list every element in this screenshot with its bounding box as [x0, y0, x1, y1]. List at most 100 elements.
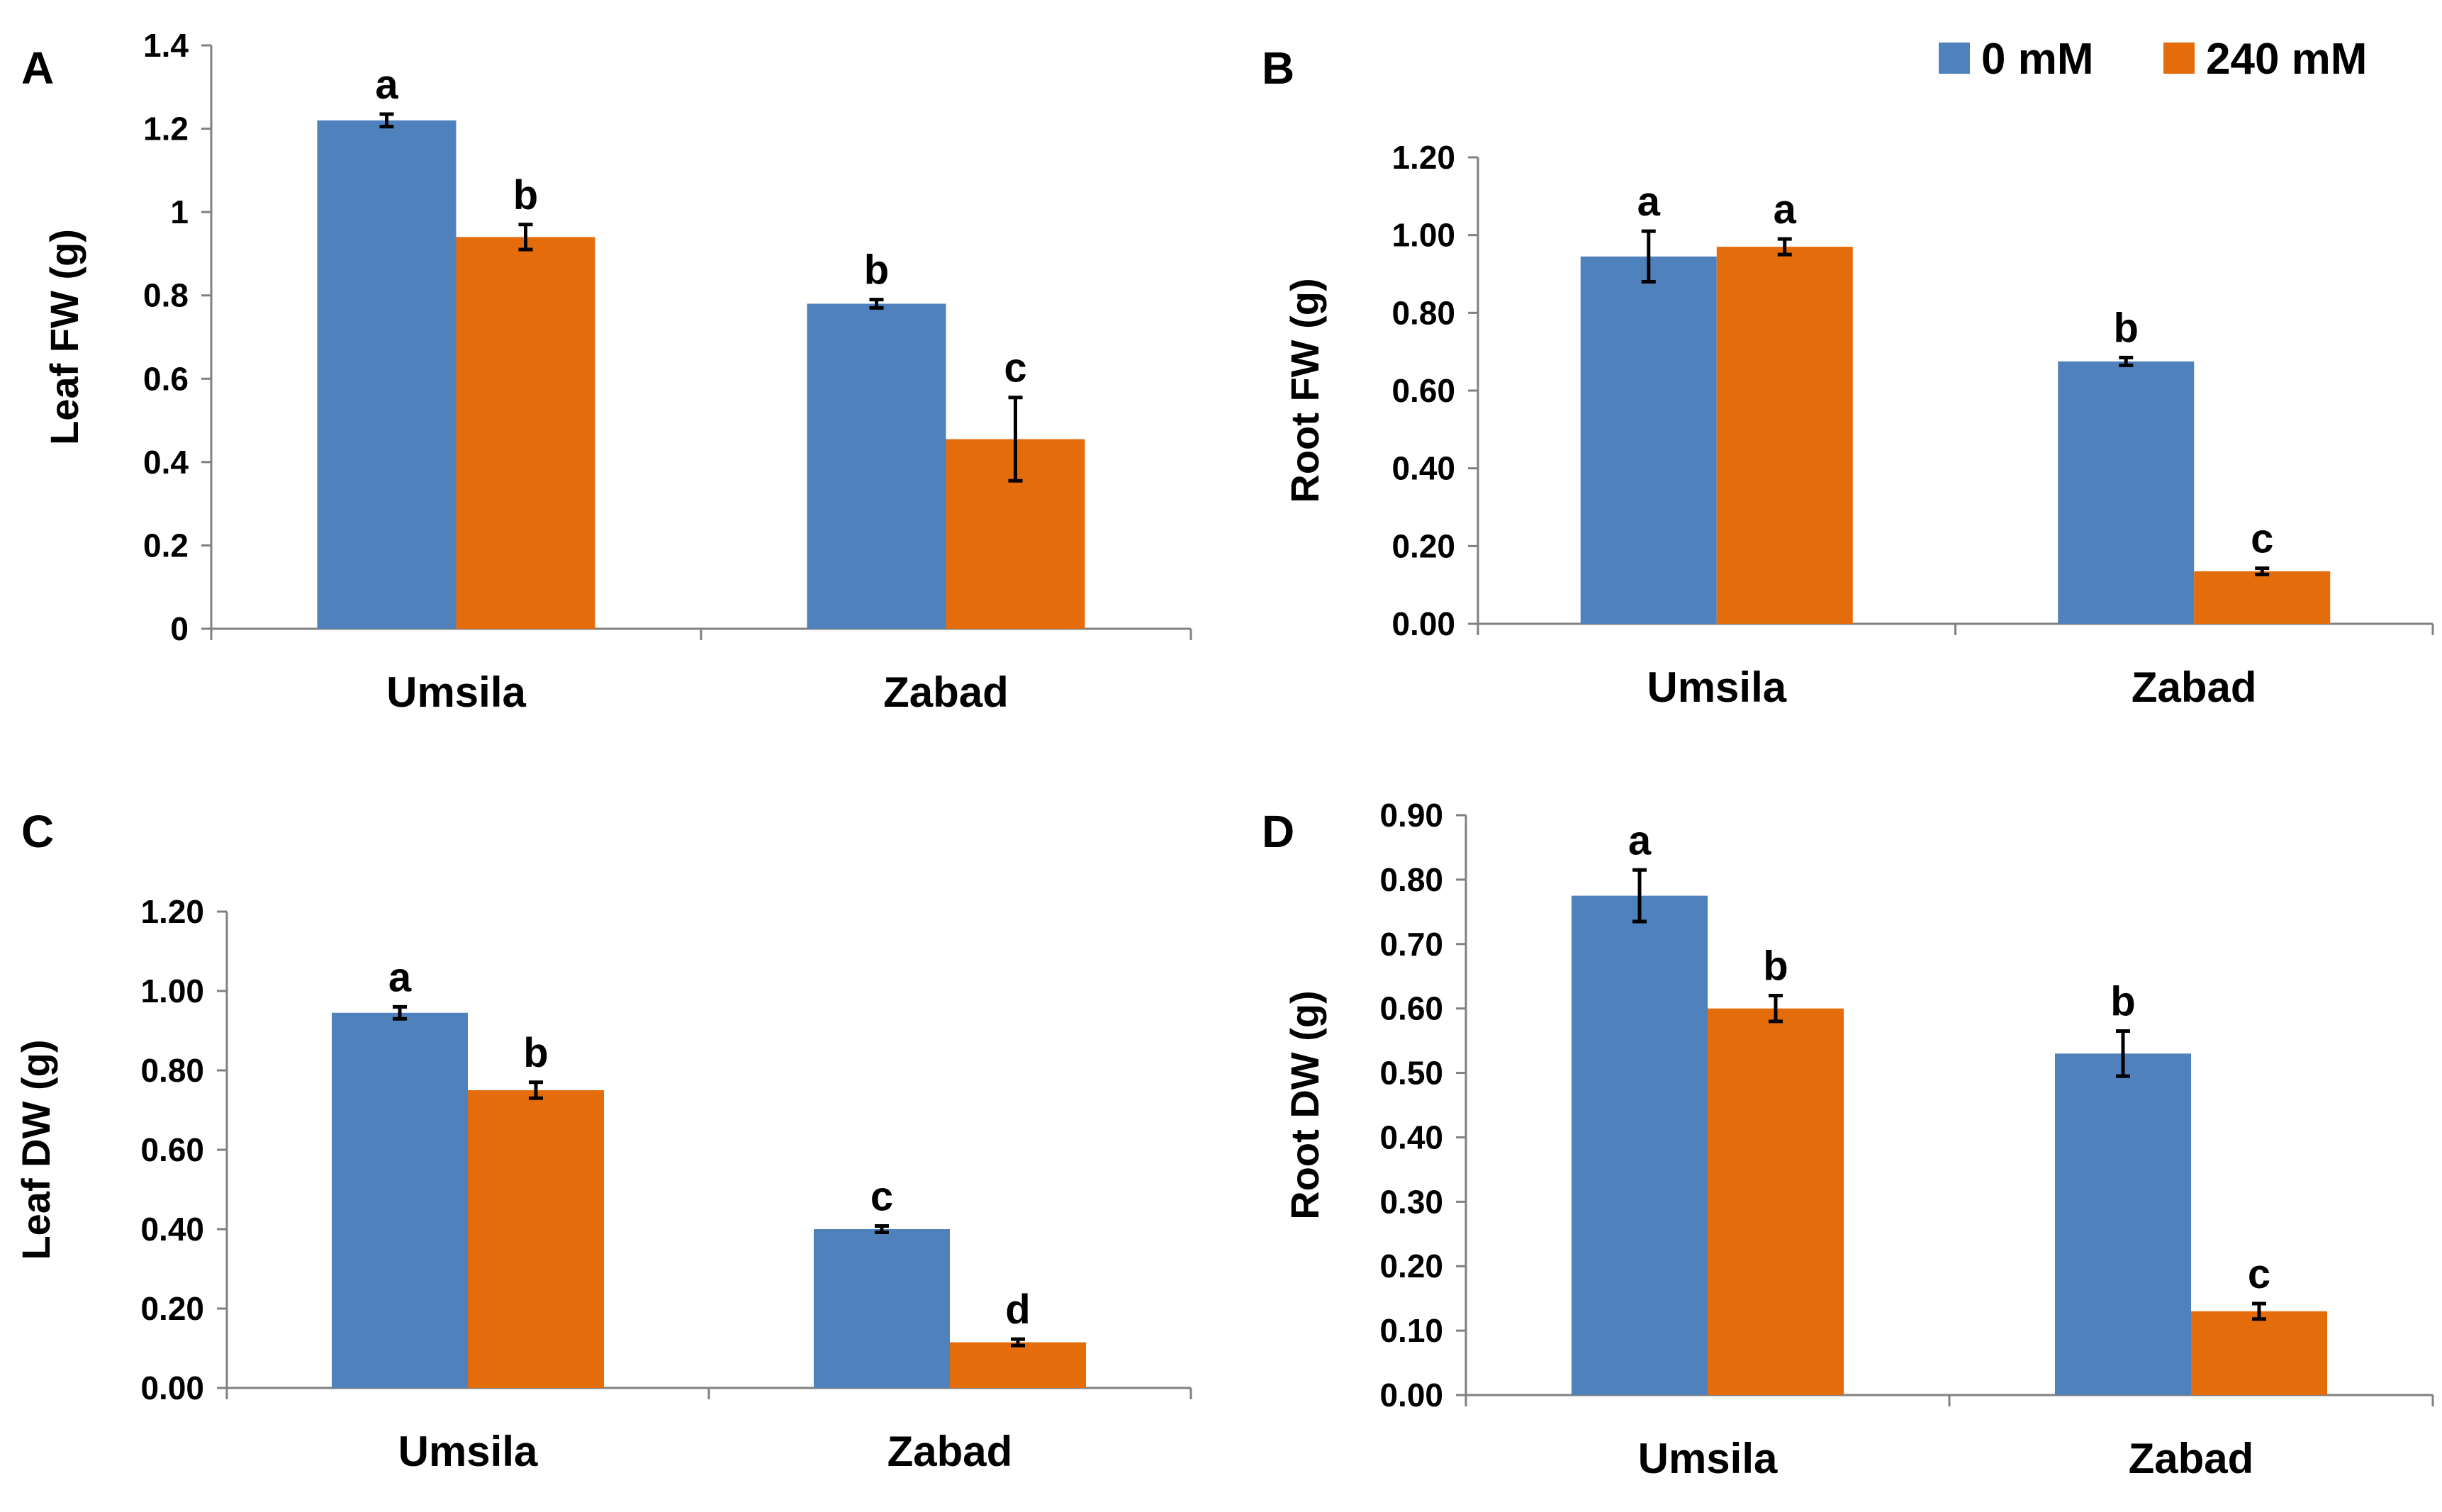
bar-d-zabad-control — [2055, 1053, 2191, 1395]
error-bar-b-zabad-control — [2119, 355, 2134, 367]
category-label-a-umsila: Umsila — [386, 668, 526, 716]
y-tick-label-a: 1.2 — [143, 111, 189, 147]
panel-letter-d: D — [1262, 806, 1294, 857]
legend: 0 mM 240 mM — [1939, 35, 2367, 84]
sig-label-d-zabad-control: b — [2110, 978, 2135, 1024]
panel-d-root-dw: D Root DW (g) 0.00 0.10 0.20 0.30 0.40 0.50 0.60… — [1262, 797, 2434, 1482]
sig-label-b-zabad-control: b — [2114, 305, 2139, 351]
sig-label-d-zabad-salt: c — [2248, 1251, 2270, 1297]
bar-c-umsila-salt — [468, 1090, 604, 1388]
y-tick-label-d: 0.90 — [1379, 797, 1443, 834]
legend-swatch-control — [1939, 43, 1970, 74]
bar-b-umsila-control — [1580, 256, 1717, 624]
y-tick-label-c: 0.00 — [140, 1370, 204, 1406]
y-tick-label-b: 0.40 — [1391, 450, 1455, 487]
y-tick-label-d: 0.40 — [1379, 1119, 1443, 1155]
sig-label-d-umsila-control: a — [1628, 817, 1652, 863]
panel-c-leaf-dw: C Leaf DW (g) 0.00 0.20 0.40 0.60 0.80 1.00 1.20… — [13, 806, 1192, 1475]
y-tick-label-d: 0.50 — [1379, 1055, 1443, 1092]
bar-d-zabad-salt — [2191, 1311, 2327, 1395]
sig-label-a-zabad-control: b — [864, 247, 889, 293]
sig-label-a-umsila-control: a — [375, 62, 398, 108]
y-tick-label-d: 0.70 — [1379, 926, 1443, 963]
y-tick-label-b: 0.00 — [1391, 605, 1455, 642]
error-bar-b-umsila-salt — [1777, 237, 1792, 257]
category-label-c-zabad: Zabad — [887, 1428, 1013, 1475]
category-label-c-umsila: Umsila — [398, 1428, 538, 1475]
category-label-d-zabad: Zabad — [2129, 1435, 2254, 1482]
error-bar-d-umsila-salt — [1769, 993, 1783, 1024]
y-tick-label-b: 0.20 — [1391, 527, 1455, 564]
legend-label-salt: 240 mM — [2206, 35, 2367, 84]
category-label-a-zabad: Zabad — [883, 668, 1009, 716]
category-label-d-umsila: Umsila — [1638, 1435, 1778, 1482]
bar-c-zabad-salt — [950, 1342, 1086, 1388]
error-bar-a-zabad-salt — [1008, 396, 1023, 483]
sig-label-b-umsila-control: a — [1637, 179, 1661, 225]
bar-b-zabad-salt — [2194, 571, 2331, 624]
y-tick-label-c: 0.80 — [140, 1052, 204, 1089]
sig-label-a-zabad-salt: c — [1004, 345, 1026, 391]
panel-b-root-fw: B Root FW (g) 0.00 0.20 0.40 0.60 0.80 1.00 1.20… — [1262, 43, 2434, 711]
error-bar-c-zabad-control — [875, 1224, 889, 1234]
panel-letter-a: A — [21, 43, 54, 94]
sig-label-c-umsila-control: a — [388, 954, 412, 1000]
y-tick-label-d: 0.00 — [1379, 1377, 1443, 1413]
error-bar-c-umsila-control — [393, 1004, 407, 1021]
bar-b-umsila-salt — [1716, 247, 1853, 624]
y-axis-title-c: Leaf DW (g) — [13, 1039, 58, 1260]
legend-label-control: 0 mM — [1981, 35, 2093, 84]
y-tick-label-b: 0.80 — [1391, 294, 1455, 331]
sig-label-c-umsila-salt: b — [523, 1030, 548, 1076]
y-tick-label-a: 0.4 — [143, 444, 189, 481]
bar-c-umsila-control — [332, 1012, 468, 1388]
y-axis-title-d: Root DW (g) — [1282, 990, 1327, 1219]
error-bar-a-zabad-control — [869, 298, 884, 310]
y-tick-label-c: 0.20 — [140, 1290, 204, 1327]
sig-label-a-umsila-salt: b — [513, 172, 538, 218]
panel-letter-c: C — [21, 806, 54, 857]
bar-d-umsila-control — [1572, 895, 1708, 1395]
y-tick-label-a: 0 — [170, 610, 189, 647]
bar-a-umsila-salt — [456, 237, 595, 629]
sig-label-c-zabad-control: c — [870, 1174, 893, 1220]
error-bar-b-umsila-control — [1641, 229, 1656, 284]
category-label-b-umsila: Umsila — [1647, 663, 1786, 711]
y-axis-title-a: Leaf FW (g) — [42, 229, 86, 445]
y-tick-label-b: 1.20 — [1391, 139, 1455, 176]
bar-c-zabad-control — [814, 1229, 950, 1388]
error-bar-d-umsila-control — [1632, 868, 1647, 924]
y-tick-label-a: 0.8 — [143, 277, 189, 314]
y-axis-title-b: Root FW (g) — [1282, 278, 1327, 503]
error-bar-d-zabad-salt — [2252, 1301, 2266, 1321]
y-tick-label-d: 0.20 — [1379, 1248, 1443, 1284]
y-tick-label-d: 0.30 — [1379, 1183, 1443, 1220]
y-tick-label-b: 1.00 — [1391, 217, 1455, 254]
y-tick-label-d: 0.10 — [1379, 1312, 1443, 1349]
panel-a-leaf-fw: A Leaf FW (g) 0 0.2 0.4 0.6 0.8 1 1.2 1.4 Umsila a b… — [21, 27, 1192, 716]
y-tick-label-a: 1 — [170, 194, 189, 230]
y-tick-label-a: 1.4 — [143, 27, 189, 64]
sig-label-b-umsila-salt: a — [1774, 186, 1797, 233]
y-tick-label-c: 0.40 — [140, 1211, 204, 1248]
sig-label-c-zabad-salt: d — [1005, 1287, 1030, 1333]
y-tick-label-c: 1.00 — [140, 973, 204, 1009]
sig-label-d-umsila-salt: b — [1763, 943, 1788, 989]
y-tick-label-a: 0.2 — [143, 527, 189, 564]
y-tick-label-c: 0.60 — [140, 1131, 204, 1168]
bar-a-zabad-control — [807, 303, 946, 629]
sig-label-b-zabad-salt: c — [2251, 516, 2273, 562]
error-bar-a-umsila-control — [379, 112, 394, 129]
legend-swatch-salt — [2163, 43, 2195, 74]
y-tick-label-d: 0.60 — [1379, 990, 1443, 1027]
bar-a-umsila-control — [317, 120, 457, 629]
error-bar-c-zabad-salt — [1011, 1337, 1025, 1348]
error-bar-b-zabad-salt — [2255, 566, 2270, 576]
error-bar-c-umsila-salt — [529, 1080, 543, 1100]
y-tick-label-b: 0.60 — [1391, 372, 1455, 409]
bar-b-zabad-control — [2058, 361, 2195, 624]
panel-letter-b: B — [1262, 43, 1294, 94]
error-bar-d-zabad-control — [2116, 1029, 2130, 1078]
error-bar-a-umsila-salt — [518, 223, 533, 252]
